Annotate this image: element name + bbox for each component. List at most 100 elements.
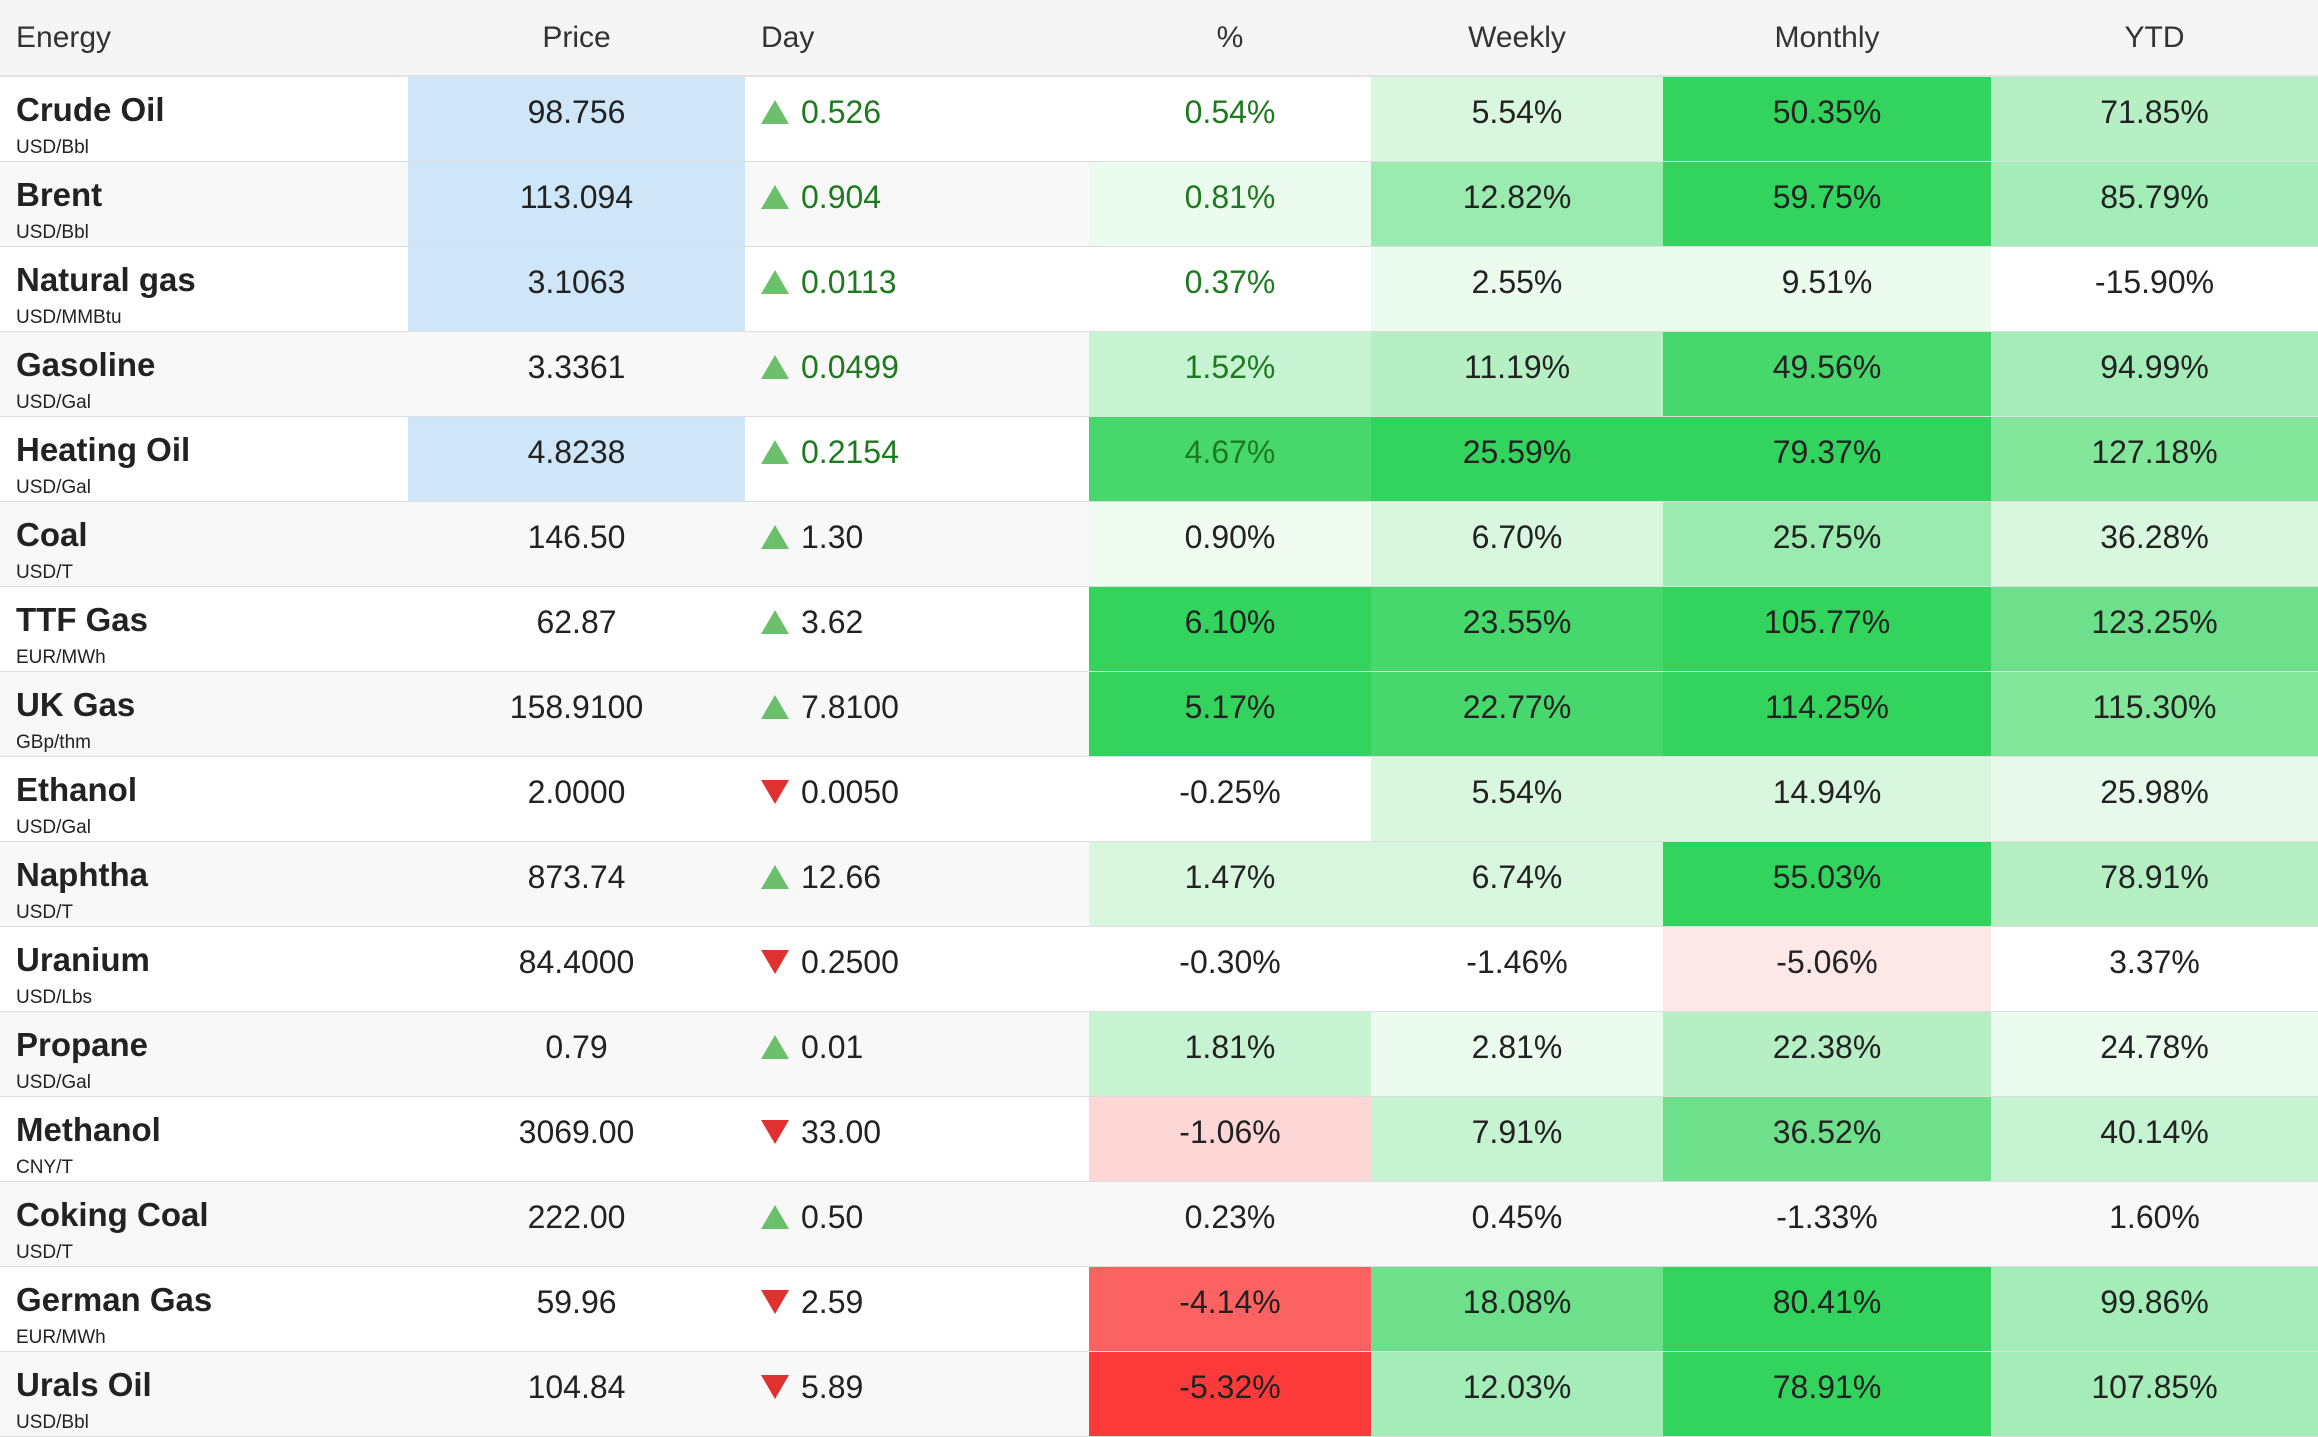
price-cell: 873.74 — [408, 841, 745, 926]
header-percent[interactable]: % — [1089, 0, 1371, 77]
commodity-name[interactable]: Gasoline — [16, 345, 156, 383]
header-day[interactable]: Day — [745, 0, 1089, 77]
commodity-unit: USD/T — [16, 561, 73, 583]
commodity-name[interactable]: Methanol — [16, 1110, 161, 1148]
table-row[interactable]: Urals Oil USD/Bbl 104.84 5.89 -5.32% 12.03% 78… — [0, 1351, 2318, 1436]
weekly-change-cell: 5.54% — [1371, 756, 1663, 841]
ytd-change-cell: 99.86% — [1991, 1266, 2318, 1351]
percent-change-value: 6.10% — [1184, 603, 1276, 640]
table-row[interactable]: Naphtha USD/T 873.74 12.66 1.47% 6.74% 55.03% 7… — [0, 841, 2318, 926]
header-energy[interactable]: Energy — [0, 0, 408, 77]
up-arrow-icon — [761, 609, 789, 634]
commodity-unit: USD/Bbl — [16, 1411, 89, 1433]
header-weekly[interactable]: Weekly — [1371, 0, 1663, 77]
percent-change-cell: 0.90% — [1089, 501, 1371, 586]
monthly-change-cell: 50.35% — [1663, 76, 1991, 161]
table-row[interactable]: Crude Oil USD/Bbl 98.756 0.526 0.54% 5.54% 50.… — [0, 76, 2318, 161]
up-arrow-icon — [761, 1204, 789, 1229]
commodity-cell[interactable]: Natural gas USD/MMBtu — [0, 246, 408, 331]
commodity-cell[interactable]: Crude Oil USD/Bbl — [0, 76, 408, 161]
commodity-name[interactable]: Coal — [16, 515, 88, 553]
commodity-cell[interactable]: Coal USD/T — [0, 501, 408, 586]
commodity-cell[interactable]: Heating Oil USD/Gal — [0, 416, 408, 501]
table-row[interactable]: Propane USD/Gal 0.79 0.01 1.81% 2.81% 22.38% 24… — [0, 1011, 2318, 1096]
table-row[interactable]: UK Gas GBp/thm 158.9100 7.8100 5.17% 22.77% 11… — [0, 671, 2318, 756]
commodity-name[interactable]: Brent — [16, 175, 103, 213]
commodity-name[interactable]: Crude Oil — [16, 91, 165, 128]
commodity-name[interactable]: TTF Gas — [16, 600, 149, 638]
table-row[interactable]: Coking Coal USD/T 222.00 0.50 0.23% 0.45% -1.3… — [0, 1181, 2318, 1266]
day-change-value: 5.89 — [801, 1368, 864, 1405]
commodity-name[interactable]: Naphtha — [16, 855, 148, 893]
up-arrow-icon — [761, 694, 789, 719]
table-row[interactable]: German Gas EUR/MWh 59.96 2.59 -4.14% 18.08% 80… — [0, 1266, 2318, 1351]
commodity-unit: EUR/MWh — [16, 1326, 106, 1348]
weekly-change-cell: 12.03% — [1371, 1351, 1663, 1436]
commodity-cell[interactable]: Brent USD/Bbl — [0, 161, 408, 246]
header-price[interactable]: Price — [408, 0, 745, 77]
commodity-cell[interactable]: Propane USD/Gal — [0, 1011, 408, 1096]
monthly-change-cell: 9.51% — [1663, 246, 1991, 331]
header-monthly[interactable]: Monthly — [1663, 0, 1991, 77]
day-change-value: 0.526 — [801, 94, 882, 130]
commodity-cell[interactable]: German Gas EUR/MWh — [0, 1266, 408, 1351]
weekly-change-cell: 18.08% — [1371, 1266, 1663, 1351]
commodity-name[interactable]: Ethanol — [16, 770, 137, 808]
monthly-change-cell: 14.94% — [1663, 756, 1991, 841]
table-row[interactable]: Gasoline USD/Gal 3.3361 0.0499 1.52% 11.19% 49… — [0, 331, 2318, 416]
commodity-cell[interactable]: Methanol CNY/T — [0, 1096, 408, 1181]
percent-change-cell: 0.54% — [1089, 76, 1371, 161]
table-row[interactable]: TTF Gas EUR/MWh 62.87 3.62 6.10% 23.55% 105.77… — [0, 586, 2318, 671]
ytd-change-value: 115.30% — [2092, 688, 2217, 725]
commodity-cell[interactable]: Coking Coal USD/T — [0, 1181, 408, 1266]
percent-change-value: 0.90% — [1184, 518, 1276, 555]
price-value: 0.79 — [545, 1028, 608, 1065]
table-row[interactable]: Coal USD/T 146.50 1.30 0.90% 6.70% 25.75% 36.28… — [0, 501, 2318, 586]
commodity-name[interactable]: German Gas — [16, 1280, 213, 1318]
header-ytd[interactable]: YTD — [1991, 0, 2318, 77]
commodity-name[interactable]: Propane — [16, 1025, 149, 1063]
commodity-name[interactable]: Uranium — [16, 940, 150, 978]
percent-change-cell: 0.81% — [1089, 161, 1371, 246]
commodity-name[interactable]: Heating Oil — [16, 430, 191, 468]
ytd-change-cell: 25.98% — [1991, 756, 2318, 841]
table-row[interactable]: Uranium USD/Lbs 84.4000 0.2500 -0.30% -1.46% -… — [0, 926, 2318, 1011]
commodity-cell[interactable]: Urals Oil USD/Bbl — [0, 1351, 408, 1436]
monthly-change-cell: 22.38% — [1663, 1011, 1991, 1096]
percent-change-cell: -1.06% — [1089, 1096, 1371, 1181]
percent-change-cell: 6.10% — [1089, 586, 1371, 671]
commodity-cell[interactable]: UK Gas GBp/thm — [0, 671, 408, 756]
day-change-value: 0.2500 — [801, 943, 899, 980]
ytd-change-cell: -15.90% — [1991, 246, 2318, 331]
commodity-name[interactable]: Natural gas — [16, 260, 196, 298]
commodity-cell[interactable]: TTF Gas EUR/MWh — [0, 586, 408, 671]
up-arrow-icon — [761, 100, 789, 124]
table-row[interactable]: Ethanol USD/Gal 2.0000 0.0050 -0.25% 5.54% 14.… — [0, 756, 2318, 841]
commodity-cell[interactable]: Uranium USD/Lbs — [0, 926, 408, 1011]
table-row[interactable]: Brent USD/Bbl 113.094 0.904 0.81% 12.82% 59.75… — [0, 161, 2318, 246]
monthly-change-cell: 59.75% — [1663, 161, 1991, 246]
weekly-change-value: 5.54% — [1471, 773, 1563, 810]
percent-change-value: 0.81% — [1184, 178, 1276, 215]
table-row[interactable]: Heating Oil USD/Gal 4.8238 0.2154 4.67% 25.59… — [0, 416, 2318, 501]
ytd-change-value: 71.85% — [2100, 94, 2209, 130]
commodity-name[interactable]: UK Gas — [16, 685, 136, 723]
day-change-cell: 0.904 — [745, 161, 1089, 246]
percent-change-cell: -0.25% — [1089, 756, 1371, 841]
table-row[interactable]: Natural gas USD/MMBtu 3.1063 0.0113 0.37% 2.5… — [0, 246, 2318, 331]
ytd-change-cell: 40.14% — [1991, 1096, 2318, 1181]
commodity-cell[interactable]: Naphtha USD/T — [0, 841, 408, 926]
commodity-cell[interactable]: Ethanol USD/Gal — [0, 756, 408, 841]
ytd-change-value: -15.90% — [2094, 263, 2215, 300]
percent-change-value: 0.23% — [1184, 1198, 1276, 1235]
commodity-name[interactable]: Urals Oil — [16, 1365, 152, 1403]
commodity-cell[interactable]: Gasoline USD/Gal — [0, 331, 408, 416]
price-value: 146.50 — [527, 518, 626, 555]
ytd-change-cell: 24.78% — [1991, 1011, 2318, 1096]
commodity-name[interactable]: Coking Coal — [16, 1195, 209, 1233]
weekly-change-value: 5.54% — [1471, 94, 1563, 130]
table-row[interactable]: Methanol CNY/T 3069.00 33.00 -1.06% 7.91% 36.5… — [0, 1096, 2318, 1181]
weekly-change-value: 12.03% — [1462, 1368, 1572, 1405]
commodity-unit: USD/Bbl — [16, 221, 89, 243]
price-value: 4.8238 — [527, 433, 626, 470]
